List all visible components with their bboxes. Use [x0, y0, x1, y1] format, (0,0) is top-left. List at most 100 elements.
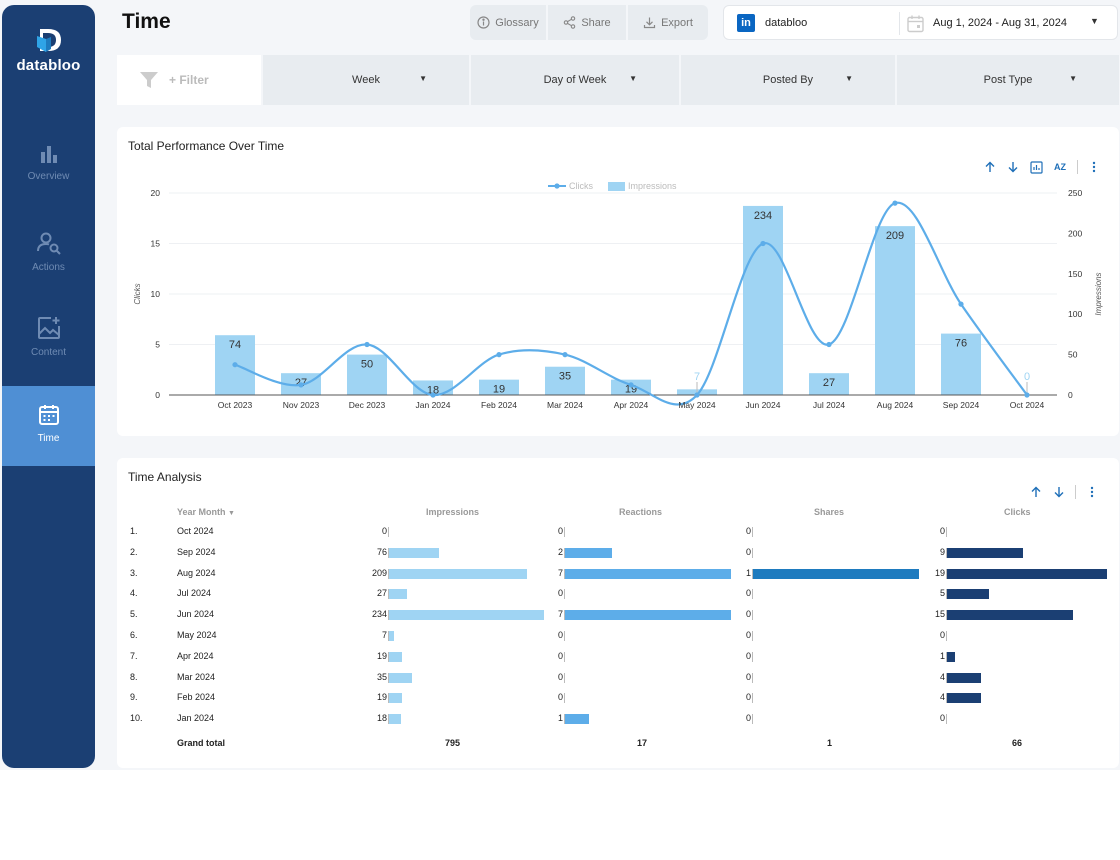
bar-data-label: 27	[823, 377, 835, 389]
account-selector[interactable]: in databloo Aug 1, 2024 - Aug 31, 2024 ▼	[723, 5, 1118, 40]
sidebar-item-content[interactable]: Content	[2, 315, 95, 395]
cell-clicks: 1	[939, 650, 945, 661]
clicks-point	[694, 392, 700, 398]
row-index: 3.	[130, 567, 138, 578]
bar-data-label: 76	[955, 338, 967, 350]
y-tick-label: 5	[155, 340, 160, 350]
cell-reactions: 0	[557, 650, 563, 661]
bar-impressions	[389, 693, 402, 704]
bar-baseline	[752, 651, 753, 662]
sort-ascending-icon[interactable]	[1029, 485, 1043, 499]
y-tick-label: 15	[151, 239, 161, 249]
post-type-dropdown[interactable]: Post Type ▼	[895, 55, 1119, 105]
sidebar-item-label: Overview	[27, 171, 70, 182]
y-axis-label: Clicks	[133, 283, 142, 304]
sidebar-item-time[interactable]: Time	[2, 386, 95, 466]
clicks-point	[298, 382, 304, 388]
cell-reactions: 0	[557, 630, 563, 640]
cell-clicks: 4	[939, 692, 945, 703]
grand-total-reactions: 17	[637, 738, 648, 748]
bar-baseline	[388, 631, 389, 641]
clicks-point	[826, 341, 832, 348]
posted-by-dropdown[interactable]: Posted By ▼	[679, 55, 895, 105]
bar-reactions	[565, 547, 613, 558]
more-options-icon[interactable]	[1085, 485, 1099, 499]
bar-baseline	[946, 714, 947, 725]
legend-impressions-swatch	[608, 182, 625, 191]
bar-data-label: 50	[361, 359, 373, 371]
cell-impressions: 19	[376, 650, 387, 661]
chevron-down-icon[interactable]: ▼	[1090, 16, 1099, 26]
glossary-button[interactable]: Glossary	[470, 5, 548, 40]
clicks-point	[1024, 392, 1030, 398]
column-header-clicks[interactable]: Clicks	[1004, 507, 1031, 517]
share-button[interactable]: Share	[548, 5, 628, 40]
bar-baseline	[946, 527, 947, 537]
column-header-year-month[interactable]: Year Month ▼	[177, 507, 235, 517]
bar-baseline	[752, 547, 753, 558]
bar-impressions	[389, 589, 407, 600]
more-options-icon[interactable]	[1087, 160, 1101, 174]
bar-baseline	[564, 693, 565, 704]
clicks-point	[958, 301, 964, 307]
sort-descending-icon[interactable]	[1052, 485, 1066, 499]
bar-baseline	[752, 610, 753, 621]
brand-logo[interactable]: databloo	[2, 25, 95, 74]
impressions-bar	[875, 226, 915, 395]
row-year-month: Aug 2024	[177, 567, 216, 578]
dropdown-label: Posted By	[762, 74, 814, 86]
sort-az-icon[interactable]: AZ	[1054, 162, 1066, 172]
glossary-label: Glossary	[495, 16, 539, 29]
legend-impressions-label: Impressions	[628, 181, 677, 191]
column-header-shares[interactable]: Shares	[814, 507, 845, 517]
bar-reactions	[565, 568, 731, 579]
bar-baseline	[752, 672, 753, 683]
add-filter-button[interactable]: + Filter	[117, 55, 261, 105]
bar-data-label: 7	[694, 371, 700, 383]
week-dropdown[interactable]: Week ▼	[261, 55, 469, 105]
export-button[interactable]: Export	[628, 5, 708, 40]
x-tick-label: Jul 2024	[813, 400, 845, 410]
bar-baseline	[752, 693, 753, 704]
impressions-bar	[809, 373, 849, 395]
row-index: 7.	[130, 650, 138, 661]
cell-reactions: 0	[557, 526, 563, 536]
linkedin-icon: in	[737, 14, 755, 32]
bar-baseline	[388, 693, 389, 704]
dropdown-label: Week	[352, 74, 380, 86]
cell-shares: 1	[745, 567, 751, 578]
sort-descending-icon[interactable]	[1006, 160, 1020, 174]
cell-shares: 0	[745, 671, 751, 682]
bar-baseline	[388, 527, 389, 537]
day-of-week-dropdown[interactable]: Day of Week ▼	[469, 55, 679, 105]
bar-baseline	[946, 631, 947, 641]
sidebar-item-actions[interactable]: Actions	[2, 230, 95, 310]
row-index: 4.	[130, 588, 138, 599]
cell-clicks: 9	[939, 546, 945, 557]
date-range[interactable]: Aug 1, 2024 - Aug 31, 2024	[933, 17, 1067, 29]
cell-shares: 0	[745, 609, 751, 620]
bar-chart-icon	[40, 146, 57, 163]
y2-tick-label: 50	[1068, 350, 1078, 360]
bar-data-label: 35	[559, 371, 571, 383]
dashboard: databloo Overview Actions	[0, 0, 1120, 770]
chart-settings-icon[interactable]	[1029, 160, 1043, 174]
bar-clicks	[947, 693, 981, 704]
sidebar-item-overview[interactable]: Overview	[2, 143, 95, 223]
legend-clicks-marker	[554, 183, 560, 189]
account-name: databloo	[765, 17, 808, 29]
column-header-impressions[interactable]: Impressions	[426, 507, 480, 517]
bar-data-label: 234	[754, 210, 772, 222]
toolbar: Glossary Share Export	[470, 5, 708, 40]
column-header-reactions[interactable]: Reactions	[619, 507, 663, 517]
share-icon	[564, 16, 576, 29]
user-search-icon	[36, 232, 61, 255]
sort-ascending-icon[interactable]	[983, 160, 997, 174]
filter-bar: + Filter Week ▼ Day of Week ▼ Posted By ▼ P…	[117, 55, 1119, 105]
chevron-down-icon: ▼	[419, 74, 427, 83]
bar-impressions	[389, 547, 440, 558]
impressions-bar	[743, 205, 783, 395]
x-tick-label: Apr 2024	[614, 400, 649, 410]
row-year-month: Apr 2024	[177, 650, 214, 661]
row-year-month: May 2024	[177, 630, 217, 640]
